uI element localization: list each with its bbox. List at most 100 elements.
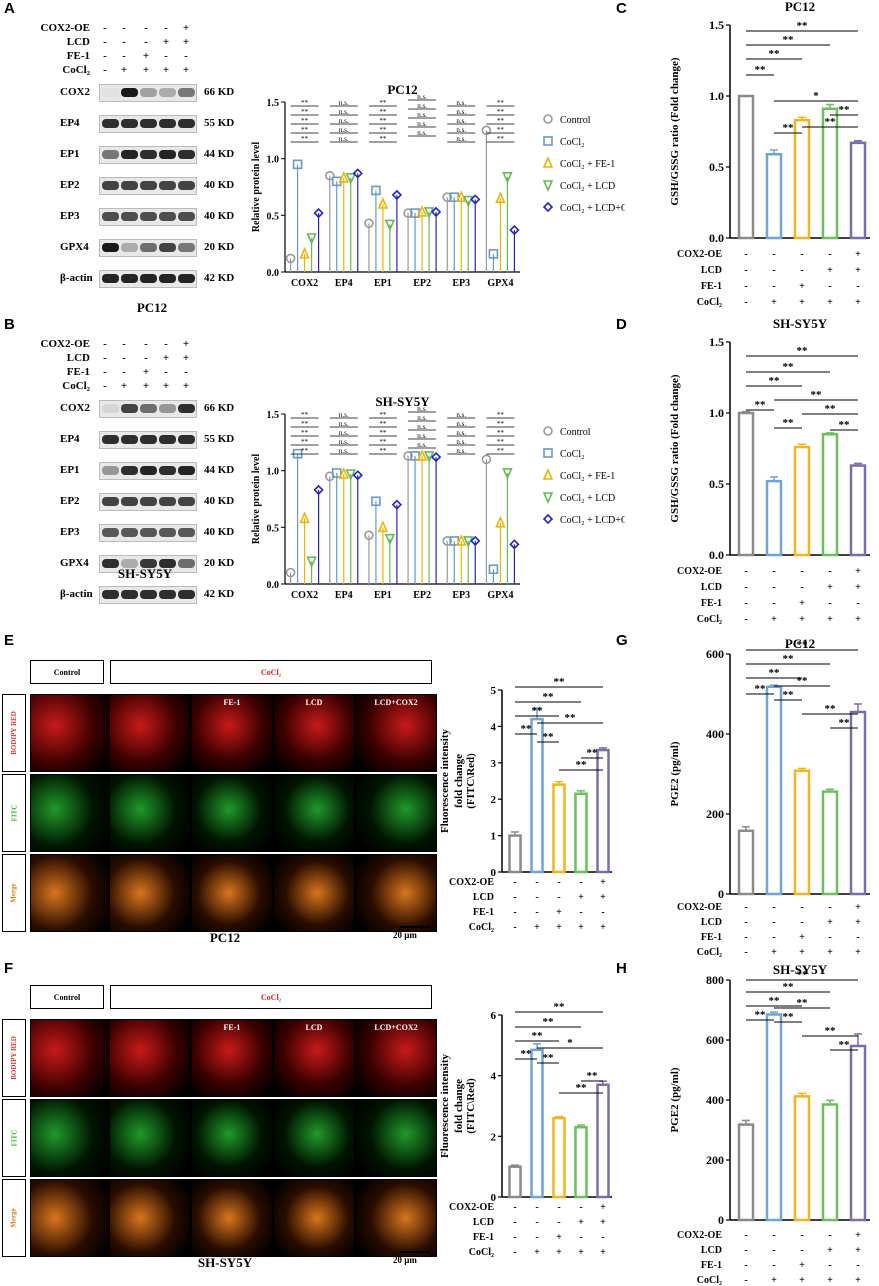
micrograph bbox=[191, 854, 273, 932]
sig-label: ** bbox=[497, 447, 505, 455]
sig-label: n.s. bbox=[339, 135, 349, 143]
sig-label: ** bbox=[301, 420, 309, 428]
blot-b-treatment-sign: - bbox=[103, 380, 107, 392]
blot-kd-label: 40 KD bbox=[204, 526, 235, 538]
sig-label: n.s. bbox=[417, 423, 427, 431]
treatment-sign: - bbox=[513, 1247, 516, 1258]
y-tick-label: 0.0 bbox=[267, 580, 280, 591]
blot-band bbox=[159, 404, 176, 413]
treatment-sign: + bbox=[855, 614, 861, 625]
treatment-row-label: COX2-OE bbox=[677, 566, 722, 577]
treatment-sign: - bbox=[772, 932, 775, 943]
treatment-sign: - bbox=[744, 566, 747, 577]
treatment-sign: - bbox=[579, 877, 582, 888]
y-tick-label: 1.5 bbox=[267, 410, 280, 421]
blot-band bbox=[140, 119, 157, 128]
row-label-text: Merge bbox=[10, 883, 18, 903]
blot-band bbox=[121, 181, 138, 190]
bar bbox=[849, 464, 867, 557]
blot-protein-label: EP4 bbox=[60, 117, 80, 129]
blot-band bbox=[159, 497, 176, 506]
blot-band bbox=[140, 435, 157, 444]
data-point bbox=[416, 204, 428, 217]
treatment-sign: - bbox=[828, 1260, 831, 1271]
micrograph bbox=[109, 1019, 191, 1097]
sig-label: ** bbox=[554, 676, 566, 688]
sig-label: ** bbox=[543, 1016, 555, 1028]
blot-band bbox=[102, 212, 119, 221]
y-axis-sublabel: (FITC\Red) bbox=[465, 753, 477, 809]
micrograph bbox=[30, 854, 112, 932]
blot-a-treatment-sign: + bbox=[182, 36, 190, 48]
sig-label: n.s. bbox=[456, 108, 466, 116]
data-point bbox=[345, 173, 356, 185]
blot-band bbox=[140, 150, 157, 159]
treatment-sign: - bbox=[744, 281, 747, 292]
data-point bbox=[299, 511, 310, 524]
y-tick-label: 800 bbox=[706, 973, 724, 987]
blot-b-treatment-sign: + bbox=[162, 380, 170, 392]
data-point bbox=[456, 190, 467, 202]
data-point bbox=[509, 224, 520, 236]
sig-label: ** bbox=[301, 99, 309, 107]
data-point bbox=[371, 185, 381, 196]
chart-title: SH-SY5Y bbox=[773, 316, 828, 331]
chart-title: PC12 bbox=[785, 0, 815, 14]
blot-b-treatment-sign: + bbox=[182, 380, 190, 392]
sig-label: n.s. bbox=[339, 126, 349, 134]
sig-label: n.s. bbox=[456, 420, 466, 428]
micrograph: LCD bbox=[273, 694, 355, 772]
protein-level-chart-b: SH-SY5Y 0.0 0.5 1.0 1.5 Relative protein leve… bbox=[251, 394, 625, 601]
data-point bbox=[442, 192, 453, 202]
micrograph bbox=[191, 774, 273, 852]
blot-b-treatment-sign: - bbox=[122, 338, 126, 350]
treatment-sign: - bbox=[828, 566, 831, 577]
bar bbox=[552, 783, 566, 874]
data-point bbox=[338, 467, 349, 479]
sig-label: ** bbox=[497, 126, 505, 134]
blot-b-treatment-sign: + bbox=[142, 366, 150, 378]
sig-label: ** bbox=[521, 1048, 533, 1060]
blot-b-treatment-sign: - bbox=[164, 338, 168, 350]
y-tick-label: 400 bbox=[706, 727, 724, 741]
micrograph-label: LCD bbox=[305, 698, 323, 707]
treatment-sign: + bbox=[556, 922, 562, 933]
treatment-row-label: FE-1 bbox=[473, 907, 494, 918]
treatment-sign: + bbox=[855, 249, 861, 260]
treatment-sign: - bbox=[772, 582, 775, 593]
bar bbox=[737, 829, 755, 896]
blot-band bbox=[102, 528, 119, 537]
y-tick-label: 4 bbox=[491, 1071, 497, 1083]
treatment-row-label: CoCl₂ bbox=[697, 614, 722, 625]
blot-b-treatment-sign: - bbox=[103, 338, 107, 350]
blot-a-cell-label: PC12 bbox=[136, 300, 168, 315]
treatment-sign: - bbox=[856, 932, 859, 943]
blot-a-treatment-sign: + bbox=[182, 22, 190, 34]
sig-label: ** bbox=[783, 1011, 795, 1023]
data-point bbox=[324, 170, 335, 181]
treatment-sign: - bbox=[744, 1275, 747, 1286]
bar bbox=[552, 1116, 566, 1199]
data-point bbox=[364, 530, 374, 541]
y-tick-label: 0.0 bbox=[709, 548, 724, 562]
sig-label: n.s. bbox=[456, 117, 466, 125]
y-tick-label: 1.0 bbox=[709, 406, 724, 420]
blot-protein-label: EP3 bbox=[60, 526, 80, 538]
blot-kd-label: 42 KD bbox=[204, 272, 235, 284]
sig-label: ** bbox=[825, 703, 837, 715]
blot-band bbox=[121, 274, 138, 283]
blot-band bbox=[159, 435, 176, 444]
blot-b-cell-label: SH-SY5Y bbox=[117, 566, 173, 581]
treatment-sign: - bbox=[535, 907, 538, 918]
blot-kd-label: 42 KD bbox=[204, 588, 235, 600]
blot-a-treatment-sign: - bbox=[103, 36, 107, 48]
data-point bbox=[470, 535, 481, 547]
blot-band bbox=[102, 404, 119, 413]
blot-band bbox=[178, 243, 195, 252]
blot-b-treatment-sign: - bbox=[184, 366, 188, 378]
treatment-sign: + bbox=[771, 1275, 777, 1286]
blot-band bbox=[121, 435, 138, 444]
gsh-gssg-chart-d: SH-SY5Y 0.0 0.5 1.0 1.5 GSH/GSSG ratio (Fold … bbox=[669, 316, 870, 625]
bar bbox=[765, 479, 783, 557]
treatment-sign: - bbox=[828, 249, 831, 260]
